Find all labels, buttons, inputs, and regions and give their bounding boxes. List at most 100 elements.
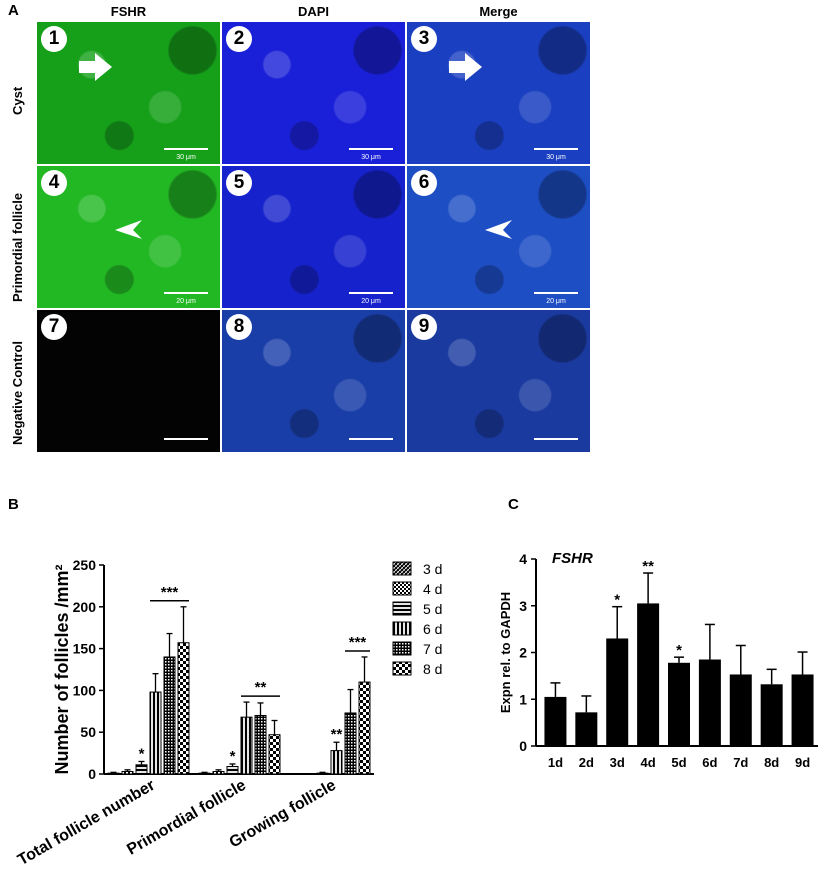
bar bbox=[135, 764, 148, 775]
scale-bar-label: 30 μm bbox=[546, 154, 566, 161]
bar bbox=[791, 674, 814, 746]
micrograph-tile-6: 6 20 μm bbox=[407, 166, 590, 308]
bar bbox=[302, 773, 315, 775]
legend-swatch bbox=[392, 601, 412, 616]
panel-b-letter: B bbox=[8, 496, 19, 513]
legend-label: 6 d bbox=[423, 621, 442, 637]
scale-bar bbox=[534, 438, 578, 440]
bar bbox=[358, 681, 371, 775]
tile-number: 6 bbox=[411, 170, 437, 196]
column-header-dapi: DAPI bbox=[297, 4, 330, 19]
scale-bar bbox=[534, 148, 578, 150]
scale-bar-label: 20 μm bbox=[176, 298, 196, 305]
scale-bar-label: 30 μm bbox=[361, 154, 381, 161]
y-tick-label: 4 bbox=[519, 551, 527, 567]
bar bbox=[575, 712, 598, 746]
scale-bar-label: 20 μm bbox=[546, 298, 566, 305]
bar bbox=[121, 770, 134, 775]
column-header-merge: Merge bbox=[479, 4, 518, 19]
y-tick-label: 3 bbox=[519, 598, 527, 614]
bar bbox=[544, 696, 567, 746]
bar bbox=[330, 750, 343, 775]
bar bbox=[668, 662, 690, 746]
bar bbox=[226, 765, 239, 775]
bar bbox=[107, 772, 120, 775]
bar bbox=[268, 734, 281, 775]
tile-number: 4 bbox=[41, 170, 67, 196]
tile-number: 9 bbox=[411, 314, 437, 340]
micrograph-tile-7: 7 bbox=[37, 310, 220, 452]
tile-number: 3 bbox=[411, 26, 437, 52]
bar bbox=[606, 638, 629, 746]
scale-bar bbox=[349, 292, 393, 294]
x-tick-label: 3d bbox=[610, 755, 625, 770]
x-tick-label: 6d bbox=[702, 755, 717, 770]
y-tick-label: 250 bbox=[73, 557, 97, 573]
legend-label: 4 d bbox=[423, 581, 442, 597]
row-header-negative-control: Negative Control bbox=[10, 340, 25, 445]
bar bbox=[254, 714, 267, 775]
legend-swatch bbox=[392, 621, 412, 636]
panel-a-letter: A bbox=[8, 2, 19, 19]
panel-c-letter: C bbox=[508, 496, 519, 513]
tile-number: 1 bbox=[41, 26, 67, 52]
scale-bar bbox=[349, 438, 393, 440]
bar bbox=[316, 772, 329, 775]
x-tick-label: 5d bbox=[671, 755, 686, 770]
significance-label: ** bbox=[255, 679, 267, 696]
scale-bar bbox=[164, 292, 208, 294]
x-tick-label: 2d bbox=[579, 755, 594, 770]
micrograph-tile-2: 2 30 μm bbox=[222, 22, 405, 164]
micrograph-tile-9: 9 bbox=[407, 310, 590, 452]
bar bbox=[729, 674, 752, 746]
column-header-fshr: FSHR bbox=[110, 4, 147, 19]
legend-label: 8 d bbox=[423, 661, 442, 677]
x-tick-label: 7d bbox=[733, 755, 748, 770]
arrowhead-icon bbox=[115, 220, 142, 239]
scale-bar-label: 30 μm bbox=[176, 154, 196, 161]
arrow-icon bbox=[449, 53, 482, 81]
y-tick-label: 0 bbox=[519, 738, 527, 754]
bar bbox=[288, 773, 301, 775]
bar bbox=[344, 712, 357, 775]
micrograph-tile-4: 4 20 μm bbox=[37, 166, 220, 308]
x-tick-label: 4d bbox=[641, 755, 656, 770]
bar bbox=[149, 691, 162, 775]
tile-number: 2 bbox=[226, 26, 252, 52]
bar bbox=[177, 642, 190, 775]
legend-swatch bbox=[392, 661, 412, 676]
arrowhead-icon bbox=[485, 220, 512, 239]
scale-bar bbox=[349, 148, 393, 150]
significance-label: *** bbox=[161, 584, 179, 601]
y-tick-label: 100 bbox=[73, 682, 97, 698]
bar bbox=[198, 772, 211, 775]
bar bbox=[212, 770, 225, 775]
significance-label: *** bbox=[349, 634, 367, 651]
significance-label: ** bbox=[331, 726, 343, 743]
legend-swatch bbox=[392, 581, 412, 596]
significance-label: * bbox=[614, 592, 620, 609]
y-tick-label: 50 bbox=[80, 724, 96, 740]
legend-label: 7 d bbox=[423, 641, 442, 657]
x-tick-label: 1d bbox=[548, 755, 563, 770]
y-tick-label: 2 bbox=[519, 645, 527, 661]
micrograph-tile-5: 5 20 μm bbox=[222, 166, 405, 308]
tile-number: 5 bbox=[226, 170, 252, 196]
y-tick-label: 200 bbox=[73, 599, 97, 615]
legend-label: 3 d bbox=[423, 561, 442, 577]
y-tick-label: 150 bbox=[73, 641, 97, 657]
scale-bar bbox=[164, 148, 208, 150]
bar bbox=[240, 716, 253, 775]
tile-number: 7 bbox=[41, 314, 67, 340]
x-tick-label: 8d bbox=[764, 755, 779, 770]
scale-bar bbox=[164, 438, 208, 440]
legend-label: 5 d bbox=[423, 601, 442, 617]
row-header-cyst: Cyst bbox=[10, 86, 25, 115]
significance-label: * bbox=[139, 745, 145, 762]
micrograph-tile-8: 8 bbox=[222, 310, 405, 452]
x-tick-label: 9d bbox=[795, 755, 810, 770]
bar bbox=[637, 603, 660, 746]
y-axis-label: Number of follicles /mm² bbox=[52, 564, 72, 774]
bar bbox=[698, 659, 721, 746]
